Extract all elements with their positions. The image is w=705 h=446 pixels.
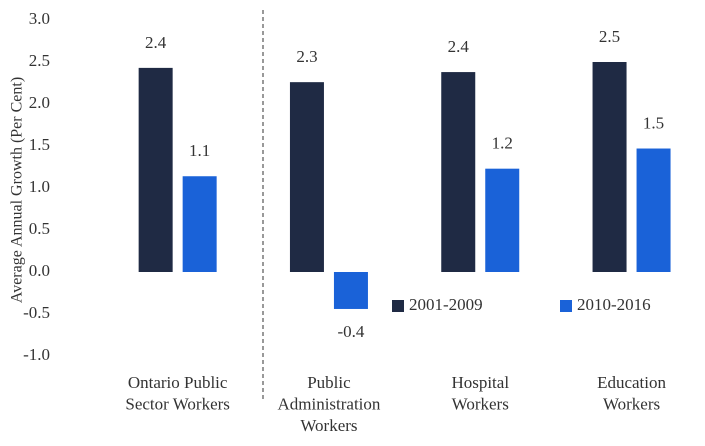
x-tick-label: Ontario Public — [128, 373, 228, 392]
x-tick-label: Administration — [277, 394, 380, 413]
legend-swatch — [560, 300, 572, 312]
value-label: 1.2 — [492, 134, 513, 153]
value-label: 2.4 — [448, 37, 470, 56]
bar — [441, 72, 476, 272]
y-tick-label: 2.5 — [29, 51, 50, 70]
y-tick-label: 2.0 — [29, 93, 50, 112]
x-tick-label: Education — [597, 373, 666, 392]
y-tick-label: 3.0 — [29, 9, 50, 28]
value-label: -0.4 — [337, 322, 364, 341]
x-tick-label: Workers — [603, 394, 660, 413]
y-axis-label: Average Annual Growth (Per Cent) — [9, 77, 26, 303]
x-tick-label: Hospital — [451, 373, 509, 392]
x-tick-label: Sector Workers — [125, 394, 230, 413]
x-tick-label: Workers — [452, 394, 509, 413]
value-label: 2.4 — [145, 33, 167, 52]
y-tick-label: -1.0 — [23, 345, 50, 364]
value-label: 1.5 — [643, 113, 664, 132]
bar — [485, 168, 520, 272]
value-label: 2.3 — [296, 47, 317, 66]
legend-swatch — [392, 300, 404, 312]
bar — [636, 148, 671, 272]
bar — [333, 272, 368, 309]
x-tick-label: Workers — [300, 416, 357, 435]
y-tick-label: 1.0 — [29, 177, 50, 196]
y-tick-label: 1.5 — [29, 135, 50, 154]
y-tick-label: -0.5 — [23, 303, 50, 322]
bar — [289, 82, 324, 272]
x-tick-label: Public — [307, 373, 351, 392]
y-tick-label: 0.0 — [29, 261, 50, 280]
value-label: 1.1 — [189, 141, 210, 160]
legend-label: 2001-2009 — [409, 295, 483, 314]
bar — [138, 67, 173, 272]
bar — [592, 62, 627, 272]
legend-label: 2010-2016 — [577, 295, 651, 314]
value-label: 2.5 — [599, 27, 620, 46]
y-tick-label: 0.5 — [29, 219, 50, 238]
bar — [182, 176, 217, 272]
